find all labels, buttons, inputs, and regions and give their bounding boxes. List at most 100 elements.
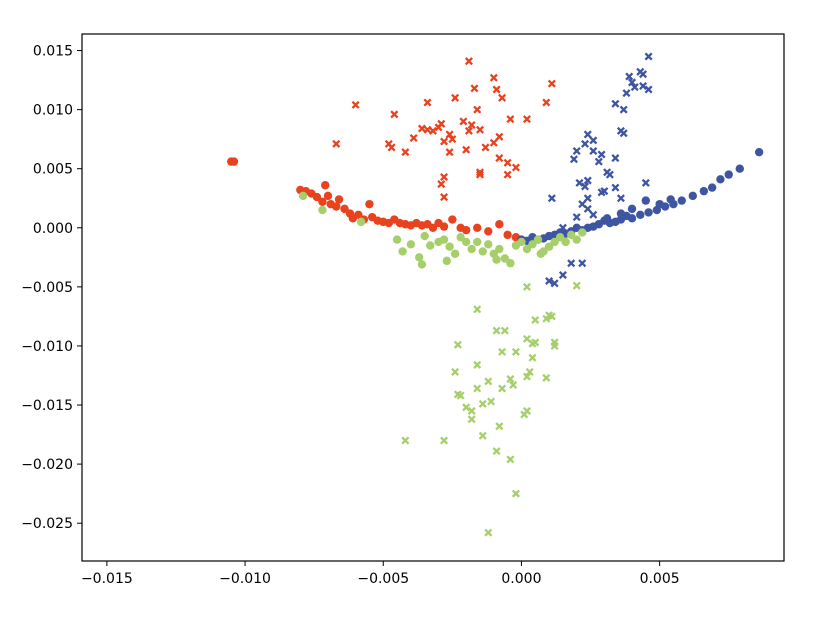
x-marker-point xyxy=(462,403,471,412)
circle-marker-point xyxy=(473,237,482,247)
x-marker-point xyxy=(572,213,581,222)
circle-marker-point xyxy=(298,191,308,201)
circle-marker-point xyxy=(572,235,581,244)
circle-marker-point xyxy=(445,242,454,251)
x-marker-point xyxy=(644,85,653,94)
x-marker-point xyxy=(478,431,487,440)
x-marker-point xyxy=(572,146,581,155)
y-tick-label: 0.000 xyxy=(33,221,73,237)
x-marker-point xyxy=(597,150,606,159)
x-marker-point xyxy=(500,326,509,335)
x-marker-point xyxy=(545,276,554,285)
x-marker-point xyxy=(473,305,482,314)
x-marker-point xyxy=(506,375,515,384)
x-marker-point xyxy=(611,154,620,163)
circle-marker-point xyxy=(495,244,504,254)
x-marker-point xyxy=(522,372,531,381)
x-marker-point xyxy=(445,130,454,139)
x-marker-point xyxy=(611,99,620,108)
x-marker-point xyxy=(423,125,432,134)
x-marker-point xyxy=(478,399,487,408)
x-marker-point xyxy=(445,148,454,157)
x-marker-point xyxy=(492,85,501,94)
x-marker-point xyxy=(470,84,479,93)
plot-marks xyxy=(227,52,764,537)
x-marker-point xyxy=(475,170,484,179)
x-marker-point xyxy=(473,105,482,114)
y-tick-label: −0.025 xyxy=(21,516,73,532)
circle-marker-point xyxy=(641,196,651,205)
circle-marker-point xyxy=(448,215,457,224)
circle-marker-point xyxy=(555,233,565,242)
x-marker-point xyxy=(481,143,490,152)
circle-marker-point xyxy=(550,237,559,247)
circle-marker-point xyxy=(392,235,402,244)
x-marker-point xyxy=(589,136,598,145)
x-marker-point xyxy=(550,279,559,288)
circle-marker-point xyxy=(354,210,363,219)
circle-marker-point xyxy=(332,202,341,211)
x-marker-point xyxy=(583,130,592,139)
x-marker-point xyxy=(498,384,507,393)
x-marker-point xyxy=(434,123,443,132)
x-marker-point xyxy=(509,380,518,389)
x-marker-point xyxy=(522,282,531,291)
circle-marker-point xyxy=(473,223,482,232)
x-marker-point xyxy=(520,410,529,419)
x-marker-point xyxy=(459,117,468,126)
y-tick-label: 0.015 xyxy=(33,44,73,60)
plot-frame xyxy=(81,33,785,562)
x-tick-label: 0.000 xyxy=(501,571,541,587)
x-marker-point xyxy=(464,57,473,66)
x-marker-point xyxy=(639,70,648,79)
circle-marker-point xyxy=(426,241,435,250)
x-marker-point xyxy=(451,367,460,376)
x-marker-point xyxy=(528,353,537,362)
x-marker-point xyxy=(611,183,620,192)
x-marker-point xyxy=(487,397,496,406)
x-marker-point xyxy=(467,415,476,424)
x-marker-point xyxy=(462,145,471,154)
x-marker-point xyxy=(594,157,603,166)
series-3 xyxy=(332,57,556,202)
circle-marker-point xyxy=(406,240,416,249)
x-marker-point xyxy=(639,81,648,91)
x-marker-point xyxy=(423,98,432,107)
x-marker-point xyxy=(644,52,653,61)
x-marker-point xyxy=(622,89,631,98)
x-marker-point xyxy=(583,204,592,213)
circle-marker-point xyxy=(450,249,460,258)
x-marker-point xyxy=(473,384,482,393)
series-4 xyxy=(545,52,653,288)
circle-marker-point xyxy=(500,254,510,263)
x-marker-point xyxy=(511,163,520,172)
circle-marker-point xyxy=(420,231,429,241)
x-marker-point xyxy=(550,341,559,350)
x-marker-point xyxy=(475,125,484,134)
x-marker-point xyxy=(456,391,465,400)
x-marker-point xyxy=(440,436,449,445)
x-marker-point xyxy=(409,133,418,142)
circle-marker-point xyxy=(616,209,626,218)
x-marker-point xyxy=(511,489,520,498)
circle-marker-point xyxy=(699,186,709,196)
x-marker-point xyxy=(464,126,473,135)
x-marker-point xyxy=(616,194,625,203)
x-axis: −0.015 −0.010 −0.005 0.000 0.005 xyxy=(81,561,680,587)
x-marker-point xyxy=(417,124,426,133)
x-marker-point xyxy=(558,271,567,280)
x-marker-point xyxy=(467,120,476,129)
x-marker-point xyxy=(542,98,551,107)
x-marker-point xyxy=(580,182,590,191)
circle-marker-point xyxy=(536,249,545,258)
circle-marker-point xyxy=(442,256,452,266)
x-marker-point xyxy=(575,178,584,187)
x-marker-point xyxy=(387,143,396,152)
circle-marker-point xyxy=(533,235,543,244)
x-marker-point xyxy=(589,146,598,155)
circle-marker-point xyxy=(506,259,515,268)
x-marker-point xyxy=(569,155,578,164)
x-marker-point xyxy=(625,72,634,81)
x-marker-point xyxy=(525,367,534,376)
